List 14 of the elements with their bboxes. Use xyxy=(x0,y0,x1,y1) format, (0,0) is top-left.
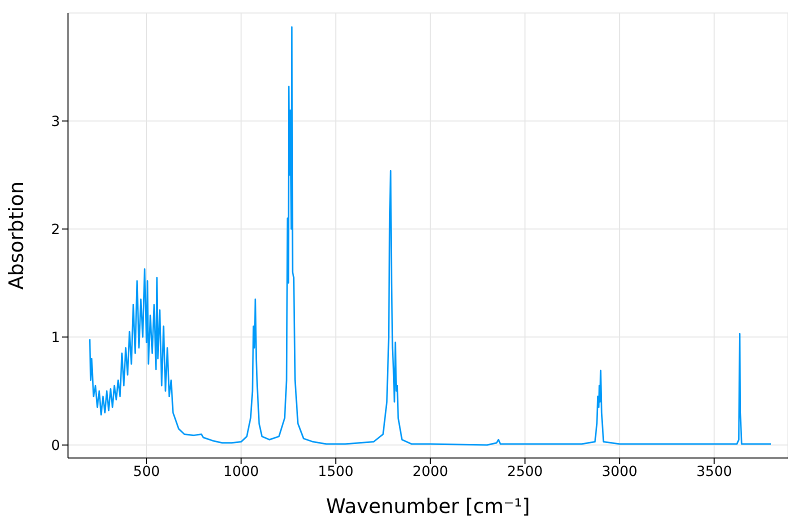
x-tick-label: 1500 xyxy=(318,464,354,480)
y-tick-label: 0 xyxy=(51,438,60,454)
x-tick-label: 3500 xyxy=(696,464,732,480)
y-tick-label: 3 xyxy=(51,114,60,130)
x-tick-label: 1000 xyxy=(223,464,259,480)
y-axis-title: Absorbtion xyxy=(4,181,28,290)
x-tick-label: 2500 xyxy=(507,464,543,480)
line-series xyxy=(89,26,772,446)
x-tick-label: 2000 xyxy=(412,464,448,480)
x-tick-label: 500 xyxy=(133,464,160,480)
y-tick-label: 1 xyxy=(51,330,60,346)
x-tick-label: 3000 xyxy=(602,464,638,480)
y-tick-label: 2 xyxy=(51,222,60,238)
x-axis-title: Wavenumber [cm⁻¹] xyxy=(326,494,530,518)
